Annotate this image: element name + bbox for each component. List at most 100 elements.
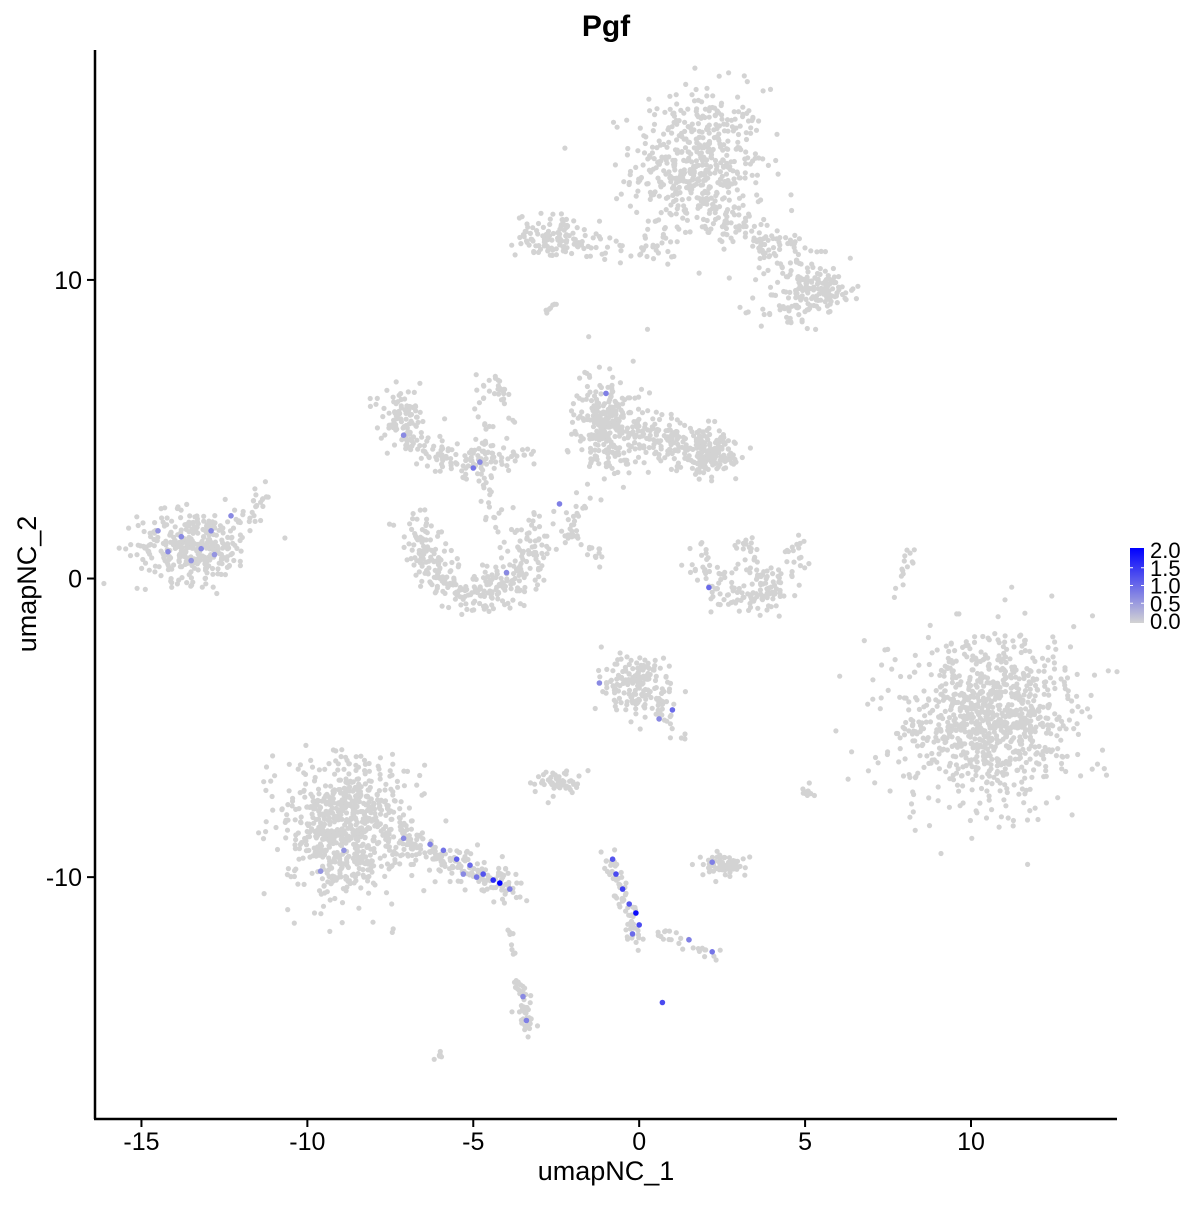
cell-point — [988, 766, 994, 772]
cell-point — [397, 806, 403, 812]
cell-point — [253, 504, 259, 510]
cell-point — [593, 410, 599, 416]
cell-point — [708, 596, 714, 602]
cell-point — [475, 414, 481, 420]
cell-point — [1027, 691, 1033, 697]
cell-point — [686, 453, 692, 459]
cell-point — [322, 836, 328, 842]
cell-point — [263, 829, 269, 835]
cell-point — [770, 596, 776, 602]
cell-point — [213, 532, 219, 538]
cell-point — [501, 396, 507, 402]
cell-point — [682, 145, 689, 151]
cell-point — [731, 204, 737, 210]
cell-point — [353, 762, 359, 768]
cell-point — [532, 526, 538, 532]
cell-point — [659, 686, 665, 692]
cell-point — [335, 816, 341, 822]
cell-point — [404, 557, 410, 563]
cell-point — [301, 770, 307, 776]
cell-point — [1017, 755, 1024, 761]
cell-point — [945, 719, 951, 725]
cell-point — [706, 184, 713, 190]
cell-point — [436, 529, 442, 536]
cell-point — [933, 688, 939, 694]
cell-point — [1027, 756, 1033, 762]
cell-point — [202, 567, 209, 573]
cell-point — [447, 580, 453, 587]
cell-point — [1045, 657, 1051, 663]
cell-point — [611, 470, 618, 477]
cell-point — [951, 717, 957, 724]
cell-point — [454, 592, 460, 598]
cell-point — [263, 787, 269, 794]
cell-point — [584, 552, 591, 558]
cell-point — [624, 654, 630, 660]
cell-point — [214, 545, 221, 551]
cell-point — [632, 904, 638, 911]
cell-point — [659, 412, 665, 418]
cell-point — [625, 145, 631, 152]
cell-point — [728, 220, 734, 226]
cell-point — [591, 420, 598, 426]
cell-point — [179, 564, 185, 570]
cell-point — [439, 603, 445, 609]
cell-point — [635, 454, 642, 460]
cell-point — [597, 674, 603, 680]
cell-point — [535, 231, 541, 237]
cell-point — [311, 910, 318, 916]
cell-point — [731, 176, 737, 182]
cell-point — [530, 238, 536, 244]
cell-point — [596, 550, 602, 556]
cell-point — [605, 433, 611, 439]
cell-point — [311, 820, 317, 826]
cell-point — [904, 564, 911, 570]
cell-point — [565, 517, 571, 523]
cell-point — [189, 582, 195, 588]
cell-point — [1012, 756, 1018, 762]
cell-point — [833, 279, 839, 286]
cell-point — [899, 566, 905, 572]
cell-point — [635, 148, 641, 154]
cell-point — [642, 664, 648, 671]
cell-point — [371, 863, 377, 869]
cell-point — [674, 206, 680, 212]
cell-point — [623, 667, 629, 673]
cell-point — [661, 226, 668, 232]
cell-point — [178, 515, 184, 521]
cell-point — [1065, 688, 1071, 694]
cell-point — [979, 689, 986, 695]
cell-point — [849, 749, 855, 755]
cell-point — [368, 846, 374, 852]
cell-point — [328, 865, 334, 871]
cell-point — [401, 783, 407, 789]
cell-point — [1041, 756, 1047, 762]
cell-point — [409, 547, 415, 553]
cell-point — [898, 573, 905, 579]
cell-point — [393, 413, 399, 419]
cell-point — [720, 456, 726, 462]
cell-point — [1003, 743, 1010, 749]
cell-point — [452, 596, 458, 602]
cell-point — [366, 799, 372, 805]
cell-point — [541, 243, 547, 249]
cell-point — [383, 823, 389, 830]
cell-point — [354, 787, 361, 793]
cell-point — [378, 807, 385, 813]
cell-point — [477, 586, 483, 592]
cell-point — [627, 203, 634, 209]
cell-point — [619, 874, 625, 880]
cell-point — [706, 568, 713, 575]
cell-point — [523, 229, 529, 235]
cell-point — [796, 236, 803, 242]
cell-point — [708, 195, 714, 201]
cell-point — [758, 197, 764, 203]
cell-point — [751, 557, 757, 563]
cell-point — [569, 431, 575, 437]
cell-point — [485, 449, 491, 455]
cell-point — [569, 250, 575, 257]
cell-point — [796, 260, 802, 266]
cell-point — [431, 574, 437, 580]
cell-point — [367, 403, 373, 409]
cell-point — [432, 468, 438, 474]
